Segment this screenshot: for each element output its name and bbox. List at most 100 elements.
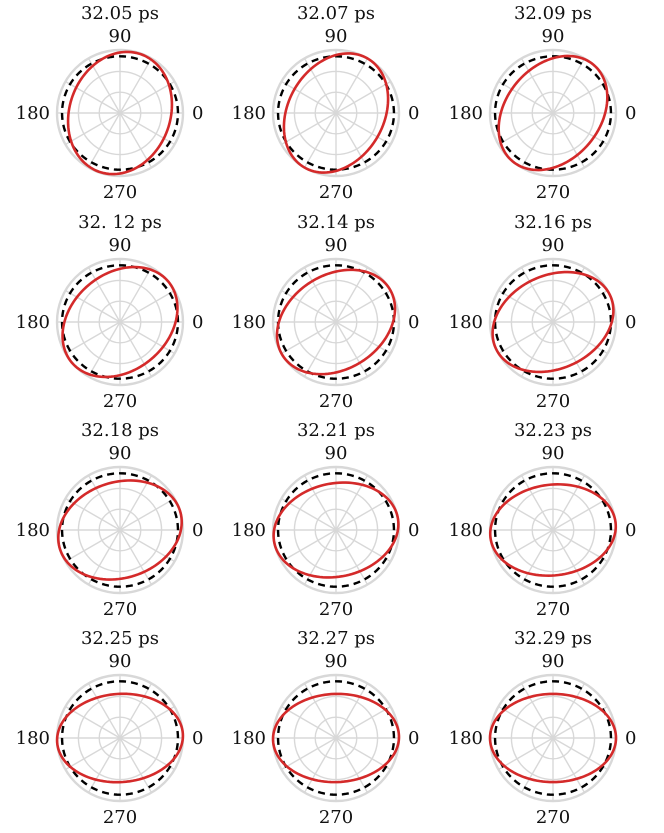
angle-label-90: 90 — [542, 651, 565, 672]
solid-curve — [66, 50, 174, 176]
solid-curve — [491, 270, 615, 374]
angular-spoke-120 — [520, 683, 554, 739]
solid-curve — [497, 54, 609, 172]
angular-spoke-240 — [303, 737, 337, 793]
angle-label-90: 90 — [542, 235, 565, 256]
angular-spoke-330 — [119, 112, 175, 146]
panel-title: 32.25 ps — [81, 628, 159, 649]
angle-label-270: 270 — [103, 391, 137, 412]
angular-spoke-210 — [281, 737, 337, 771]
angular-spoke-210 — [65, 529, 121, 563]
angular-spoke-60 — [335, 267, 369, 323]
panel-title: 32.18 ps — [81, 420, 159, 441]
angle-label-0: 0 — [625, 312, 636, 333]
angular-spoke-30 — [335, 80, 391, 114]
angle-label-0: 0 — [408, 520, 419, 541]
angular-spoke-240 — [520, 321, 554, 377]
angular-spoke-30 — [552, 705, 608, 739]
angle-label-90: 90 — [109, 26, 132, 47]
angular-spoke-330 — [335, 321, 391, 355]
angle-label-180: 180 — [449, 312, 483, 333]
polar-panel-10: 0 90 180 270 32.25 ps — [16, 628, 204, 828]
panel-title: 32.07 ps — [297, 3, 375, 24]
solid-curve — [272, 481, 400, 579]
polar-panel-1: 0 90 180 270 32.05 ps — [16, 3, 204, 203]
polar-panel-5: 0 90 180 270 32.14 ps — [232, 212, 420, 412]
angular-spoke-240 — [87, 112, 121, 168]
angle-label-270: 270 — [536, 391, 570, 412]
angular-spoke-30 — [552, 80, 608, 114]
angular-spoke-150 — [65, 705, 121, 739]
angle-label-270: 270 — [319, 182, 353, 203]
angular-spoke-30 — [335, 289, 391, 323]
angle-label-90: 90 — [109, 235, 132, 256]
panel-title: 32.16 ps — [514, 212, 592, 233]
angle-label-90: 90 — [109, 651, 132, 672]
angular-spoke-120 — [520, 475, 554, 531]
angular-spoke-300 — [335, 529, 369, 585]
angular-spoke-330 — [335, 112, 391, 146]
angle-label-180: 180 — [449, 103, 483, 124]
angular-spoke-120 — [87, 58, 121, 114]
angular-spoke-330 — [119, 321, 175, 355]
angular-spoke-150 — [65, 80, 121, 114]
angle-label-270: 270 — [319, 391, 353, 412]
angular-spoke-210 — [65, 737, 121, 771]
angular-spoke-60 — [119, 267, 153, 323]
angular-spoke-60 — [119, 58, 153, 114]
angle-label-90: 90 — [325, 26, 348, 47]
angular-spoke-240 — [520, 112, 554, 168]
solid-curve — [55, 692, 185, 784]
angular-spoke-210 — [65, 321, 121, 355]
angular-spoke-120 — [303, 58, 337, 114]
polar-panel-9: 0 90 180 270 32.23 ps — [449, 420, 637, 620]
angular-spoke-300 — [119, 321, 153, 377]
angle-label-0: 0 — [625, 520, 636, 541]
polar-panel-7: 0 90 180 270 32.18 ps — [16, 420, 204, 620]
panel-title: 32.23 ps — [514, 420, 592, 441]
panel-title: 32. 12 ps — [78, 212, 162, 233]
polar-panel-8: 0 90 180 270 32.21 ps — [232, 420, 420, 620]
angle-label-90: 90 — [325, 235, 348, 256]
angular-spoke-210 — [498, 112, 554, 146]
solid-curve — [488, 692, 618, 784]
angular-spoke-60 — [552, 683, 586, 739]
angular-spoke-30 — [335, 497, 391, 531]
solid-curve — [271, 692, 401, 784]
angular-spoke-300 — [552, 529, 586, 585]
angular-spoke-330 — [552, 529, 608, 563]
dashed-curve — [493, 55, 613, 171]
angular-spoke-150 — [281, 289, 337, 323]
angular-spoke-330 — [335, 737, 391, 771]
angle-label-270: 270 — [536, 807, 570, 828]
angle-label-180: 180 — [16, 103, 50, 124]
angular-spoke-300 — [552, 321, 586, 377]
angular-spoke-60 — [552, 267, 586, 323]
dashed-curve — [60, 55, 180, 171]
angle-label-90: 90 — [542, 443, 565, 464]
angular-spoke-300 — [335, 321, 369, 377]
angle-label-90: 90 — [109, 443, 132, 464]
dashed-curve — [276, 472, 396, 588]
angle-label-270: 270 — [536, 599, 570, 620]
angular-spoke-330 — [552, 321, 608, 355]
angle-label-180: 180 — [16, 312, 50, 333]
panel-title: 32.09 ps — [514, 3, 592, 24]
angular-spoke-210 — [281, 112, 337, 146]
angular-spoke-30 — [119, 705, 175, 739]
angle-label-0: 0 — [625, 728, 636, 749]
angle-label-90: 90 — [325, 651, 348, 672]
angle-label-0: 0 — [192, 728, 203, 749]
angle-label-0: 0 — [408, 312, 419, 333]
angle-label-180: 180 — [232, 312, 266, 333]
angular-spoke-150 — [498, 289, 554, 323]
solid-curve — [488, 483, 618, 577]
angular-spoke-60 — [335, 683, 369, 739]
angular-spoke-120 — [87, 475, 121, 531]
angular-spoke-60 — [552, 475, 586, 531]
angular-spoke-150 — [498, 497, 554, 531]
angular-spoke-150 — [498, 705, 554, 739]
angular-spoke-240 — [87, 321, 121, 377]
angle-label-0: 0 — [408, 728, 419, 749]
